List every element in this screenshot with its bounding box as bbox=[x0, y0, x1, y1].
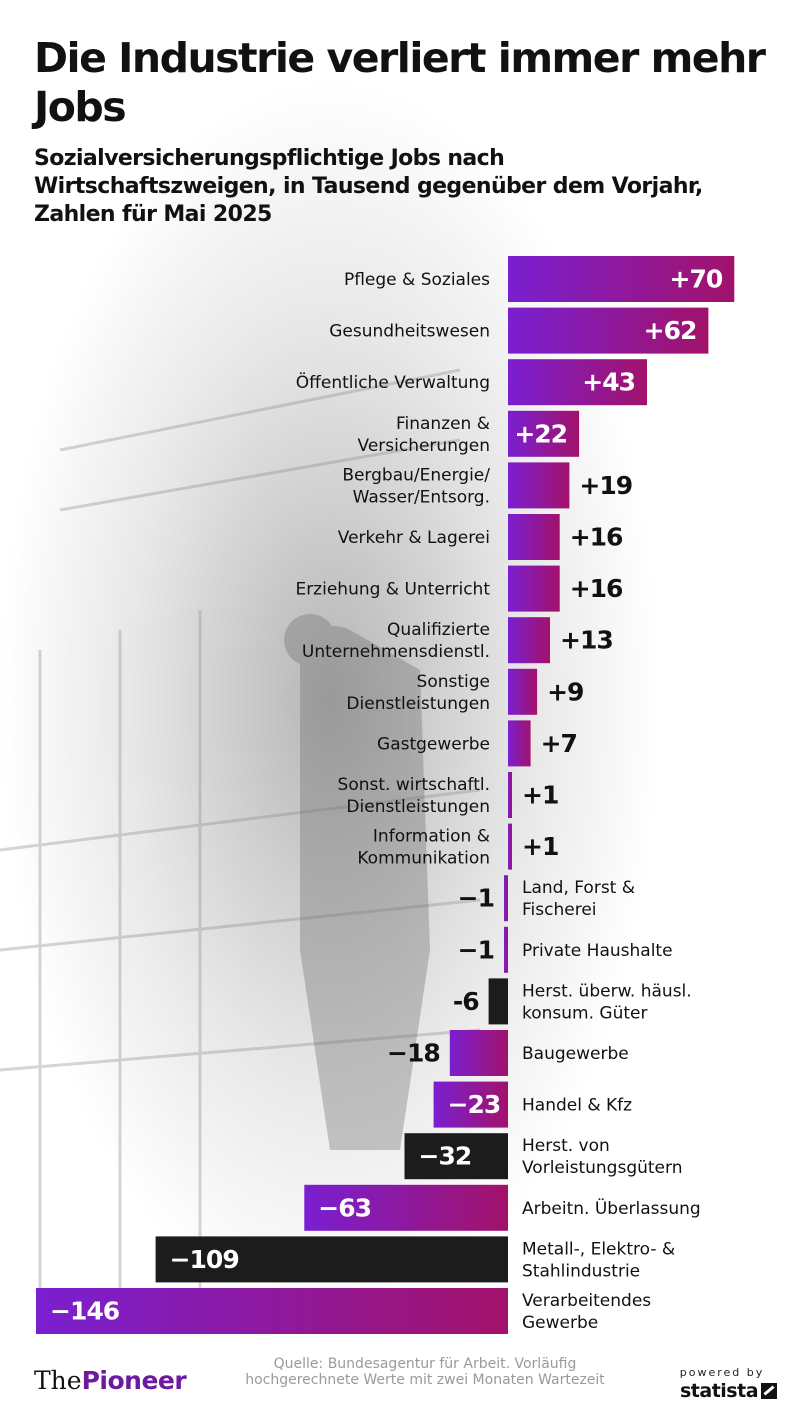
value-label: −1 bbox=[458, 935, 494, 964]
bar bbox=[404, 1133, 508, 1180]
value-label: +7 bbox=[541, 729, 577, 758]
bar bbox=[488, 978, 508, 1025]
value-label: +16 bbox=[570, 574, 623, 603]
bar bbox=[449, 1030, 508, 1076]
category-label: Herst. überw. häusl. konsum. Güter bbox=[522, 981, 692, 1023]
category-label: Verarbeitendes Gewerbe bbox=[522, 1291, 651, 1333]
bar bbox=[508, 256, 735, 302]
bar bbox=[508, 720, 531, 767]
bar bbox=[508, 514, 560, 560]
bar bbox=[508, 668, 538, 715]
value-label: −146 bbox=[50, 1297, 120, 1326]
bar bbox=[508, 359, 647, 406]
bar bbox=[433, 1081, 508, 1128]
value-label: −109 bbox=[170, 1245, 239, 1274]
category-label: Metall-, Elektro- & Stahlindustrie bbox=[522, 1239, 675, 1281]
source-note: Quelle: Bundesagentur für Arbeit. Vorläu… bbox=[245, 1356, 605, 1388]
category-label: Sonst. wirtschaftl. Dienstleistungen bbox=[338, 775, 490, 817]
bar bbox=[508, 823, 512, 870]
value-label: +62 bbox=[644, 316, 697, 345]
category-label: Private Haushalte bbox=[522, 941, 673, 961]
category-label: Sonstige Dienstleistungen bbox=[346, 672, 490, 714]
value-label: +43 bbox=[582, 368, 635, 397]
statista-logo: statista bbox=[680, 1380, 778, 1402]
category-label: Qualifizierte Unternehmensdienstl. bbox=[302, 620, 490, 662]
value-label: +9 bbox=[547, 677, 583, 706]
bar bbox=[508, 565, 560, 612]
value-label: +19 bbox=[579, 471, 632, 500]
category-label: Herst. von Vorleistungsgütern bbox=[522, 1136, 682, 1178]
bar bbox=[508, 307, 709, 354]
category-label: Verkehr & Lagerei bbox=[338, 528, 490, 548]
logo-pioneer: Pioneer bbox=[81, 1366, 187, 1395]
value-label: −32 bbox=[419, 1142, 472, 1171]
powered-by-label: powered by bbox=[679, 1366, 765, 1379]
bar bbox=[508, 462, 570, 509]
value-label: -6 bbox=[453, 987, 479, 1016]
bar bbox=[508, 772, 512, 818]
value-label: +1 bbox=[522, 781, 558, 810]
bar bbox=[155, 1236, 508, 1283]
value-label: +16 bbox=[570, 523, 623, 552]
bar bbox=[508, 617, 550, 664]
value-label: −23 bbox=[448, 1090, 501, 1119]
thepioneer-logo: ThePioneer bbox=[34, 1366, 187, 1395]
category-label: Erziehung & Unterricht bbox=[295, 580, 490, 600]
category-label: Land, Forst & Fischerei bbox=[522, 878, 635, 920]
category-label: Gastgewerbe bbox=[377, 734, 490, 754]
category-label: Information & Kommunikation bbox=[357, 827, 490, 869]
logo-the: The bbox=[34, 1366, 82, 1395]
category-label: Finanzen & Versicherungen bbox=[358, 414, 490, 456]
statista-icon bbox=[761, 1383, 778, 1399]
value-label: −18 bbox=[387, 1039, 440, 1068]
value-label: +1 bbox=[522, 832, 558, 861]
value-label: −63 bbox=[318, 1193, 371, 1222]
category-label: Pflege & Soziales bbox=[344, 270, 490, 290]
background-factory-photo bbox=[0, 368, 481, 1300]
chart-title: Die Industrie verliert immer mehr Jobs bbox=[34, 34, 766, 131]
value-label: −1 bbox=[458, 884, 494, 913]
bar bbox=[504, 875, 508, 922]
category-label: Baugewerbe bbox=[522, 1044, 629, 1064]
category-label: Arbeitn. Überlassung bbox=[522, 1197, 701, 1219]
bar bbox=[36, 1288, 508, 1334]
value-label: +70 bbox=[670, 265, 723, 294]
value-label: +13 bbox=[560, 626, 613, 655]
category-label: Bergbau/Energie/Wasser/Entsorg. bbox=[342, 465, 490, 507]
bar bbox=[508, 410, 580, 457]
bar bbox=[304, 1184, 508, 1231]
chart-subtitle: Sozialversicherungspflichtige Jobs nach … bbox=[34, 146, 703, 227]
category-label: Gesundheitswesen bbox=[329, 322, 490, 342]
category-label: Handel & Kfz bbox=[522, 1096, 632, 1116]
value-label: +22 bbox=[514, 419, 567, 448]
bar bbox=[504, 926, 508, 973]
statista-wordmark: statista bbox=[680, 1380, 759, 1402]
category-label: Öffentliche Verwaltung bbox=[296, 371, 490, 393]
